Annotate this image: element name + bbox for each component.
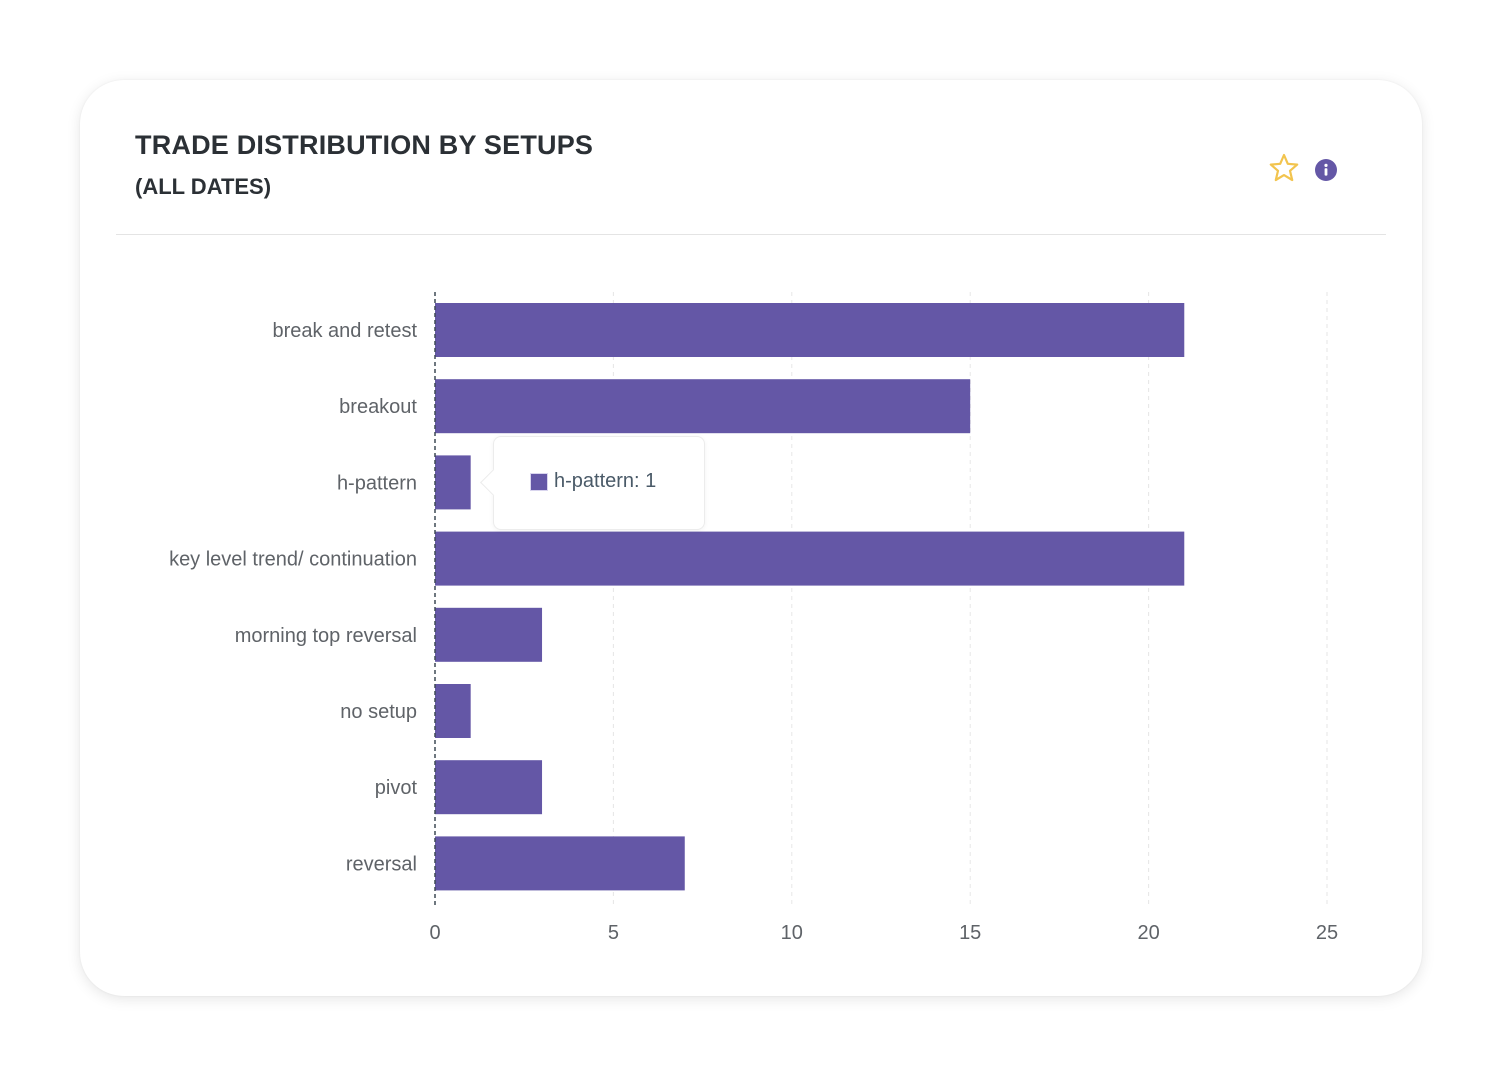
category-label: no setup — [340, 701, 417, 723]
bar[interactable] — [435, 607, 543, 662]
chart-card: TRADE DISTRIBUTION BY SETUPS (ALL DATES)… — [80, 80, 1422, 996]
x-tick-label: 10 — [781, 922, 803, 944]
bar[interactable] — [435, 379, 971, 434]
category-label: h-pattern — [337, 472, 417, 494]
tooltip-text: h-pattern: 1 — [554, 470, 657, 492]
bar[interactable] — [435, 684, 471, 738]
x-tick-label: 20 — [1137, 922, 1159, 944]
x-tick-label: 0 — [429, 922, 440, 944]
chart-tooltip: h-pattern: 1 — [480, 436, 705, 530]
tooltip-swatch — [530, 473, 548, 491]
bar[interactable] — [435, 836, 685, 891]
category-label: key level trend/ continuation — [169, 549, 417, 571]
bar-chart: break and retest breakout h-pattern key lev… — [169, 292, 1338, 944]
bar[interactable] — [435, 760, 543, 815]
info-icon[interactable] — [1315, 159, 1337, 181]
bar[interactable] — [435, 455, 471, 510]
x-tick-label: 25 — [1316, 922, 1338, 944]
category-label: breakout — [339, 396, 417, 418]
bar[interactable] — [435, 303, 1185, 357]
x-tick-label: 15 — [959, 922, 981, 944]
bar[interactable] — [435, 531, 1185, 586]
category-label: reversal — [346, 853, 417, 875]
chart-subtitle: (ALL DATES) — [135, 174, 272, 199]
header-divider — [116, 234, 1386, 235]
category-label: morning top reversal — [235, 625, 417, 647]
category-label: break and retest — [272, 320, 417, 342]
chart-title: TRADE DISTRIBUTION BY SETUPS — [135, 130, 594, 160]
category-label: pivot — [375, 777, 418, 799]
x-tick-label: 5 — [608, 922, 619, 944]
star-icon[interactable] — [1268, 152, 1300, 184]
